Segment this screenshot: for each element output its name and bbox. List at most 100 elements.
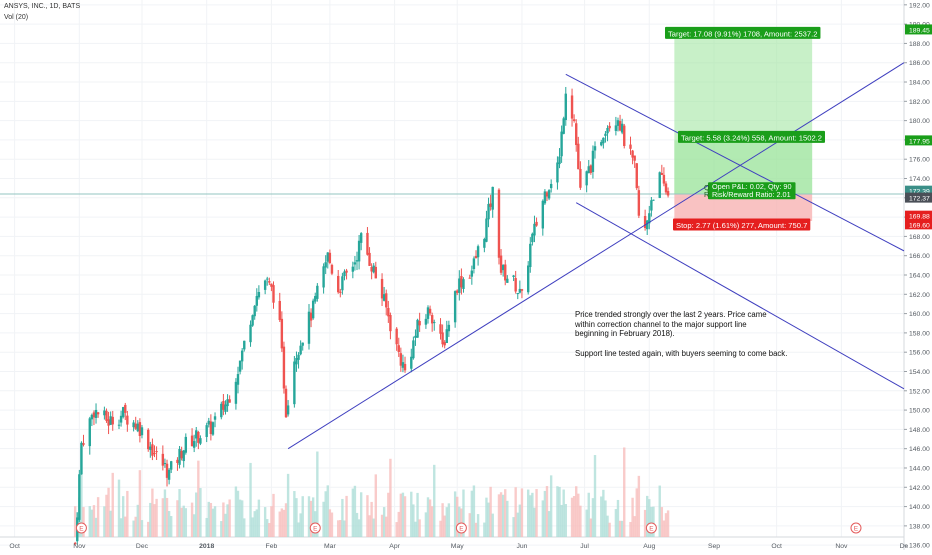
volume-bar	[543, 490, 547, 537]
candle-body	[629, 144, 632, 149]
candle-body	[433, 322, 436, 324]
candle-body	[228, 399, 231, 403]
price-tick-label: 188.00	[909, 41, 930, 48]
volume-bar	[226, 504, 229, 537]
earnings-marker-circle[interactable]	[645, 522, 657, 534]
volume-bar	[650, 506, 653, 537]
volume-bar	[660, 507, 664, 537]
candle-body	[472, 258, 476, 270]
volume-bar	[666, 510, 670, 537]
volume-bar	[443, 515, 446, 537]
target-short-price-tag-bg	[905, 135, 932, 146]
candle-body	[485, 218, 488, 242]
trendline-channel-upper[interactable]	[565, 73, 905, 252]
volume-bar	[119, 518, 123, 537]
open-pl-text: Open P&L: 0.02, Qty: 90	[712, 182, 792, 191]
stop-label-text: Stop: 2.77 (1.61%) 277, Amount: 750.7	[676, 221, 807, 230]
candle-body	[357, 240, 361, 262]
candle-body	[593, 146, 597, 151]
volume-bar	[343, 520, 346, 537]
volume-bar	[387, 492, 390, 537]
candle-body	[324, 262, 327, 268]
volume-bar	[587, 492, 590, 537]
position-labels[interactable]: Target: 17.08 (9.91%) 1708, Amount: 2537…	[665, 26, 825, 231]
volume-bar	[316, 451, 319, 537]
volume-bar	[472, 485, 476, 537]
trendline-layer[interactable]	[287, 62, 905, 450]
candle-body	[359, 233, 363, 243]
time-tick-label: Oct	[771, 543, 782, 550]
candle-body	[111, 416, 114, 425]
candle-body	[257, 292, 261, 298]
price-tick-label: 146.00	[909, 446, 930, 453]
earnings-marker-circle[interactable]	[455, 522, 467, 534]
volume-bar	[648, 499, 651, 537]
candle-body	[428, 308, 432, 314]
volume-bar	[418, 519, 421, 537]
candle-body	[366, 232, 369, 255]
price-tick-label: 184.00	[909, 80, 930, 87]
volume-bar	[424, 512, 428, 537]
time-tick-label: Nov	[835, 543, 848, 550]
analysis-note[interactable]: Price trended strongly over the last 2 y…	[575, 310, 805, 369]
volume-bar	[161, 498, 165, 537]
volume-bar	[263, 507, 267, 537]
volume-bar	[355, 512, 359, 537]
volume-bar	[453, 491, 457, 537]
earnings-marker-circle[interactable]	[309, 522, 321, 534]
candle-body	[631, 150, 634, 158]
volume-bar	[441, 503, 444, 537]
time-tick-label: Aug	[643, 543, 655, 550]
price-axis[interactable]: 136.00 138.00 140.00 142.00 144.00 146.00 148.…	[904, 2, 932, 550]
volume-bar	[575, 486, 578, 537]
trendline-support[interactable]	[287, 62, 905, 450]
time-axis[interactable]: Oct Nov Dec 2018 Feb Mar Apr May Jun Jul Aug Sep Oct…	[9, 543, 908, 550]
candle-body	[562, 118, 565, 134]
stop-label[interactable]: Stop: 2.77 (1.61%) 277, Amount: 750.7	[673, 218, 811, 231]
candle-body	[662, 174, 666, 184]
risk-reward-text: Risk/Reward Ratio: 2.01	[712, 190, 791, 199]
volume-bar	[403, 496, 407, 537]
volume-bar	[643, 509, 647, 537]
candle-body	[195, 430, 198, 439]
candle-body	[447, 324, 451, 332]
volume-indicator-label[interactable]: Vol (20)	[4, 14, 29, 21]
volume-bar	[489, 486, 492, 537]
candle-body	[389, 314, 392, 332]
volume-bar	[602, 489, 605, 537]
candle-body	[176, 459, 179, 463]
candle-body	[397, 345, 400, 353]
earnings-marker-circle[interactable]	[75, 522, 87, 534]
candle-body	[497, 189, 501, 258]
price-tick-label: 168.00	[909, 234, 930, 241]
volume-bar	[147, 521, 150, 537]
candle-body	[234, 381, 238, 404]
candle-body	[518, 288, 522, 293]
volume-bar	[520, 488, 524, 537]
volume-bar	[372, 518, 375, 537]
candle-body	[73, 542, 77, 544]
target-long-label[interactable]: Target: 17.08 (9.91%) 1708, Amount: 2537…	[665, 26, 821, 39]
candle-body	[643, 216, 647, 228]
volume-bar	[249, 462, 252, 537]
volume-bar	[529, 495, 532, 537]
candle-body	[606, 128, 609, 134]
volume-bar	[439, 520, 442, 537]
volume-bar	[266, 519, 269, 537]
volume-bar	[311, 497, 315, 537]
candle-body	[587, 166, 590, 174]
candle-body	[138, 422, 142, 436]
candle-body	[266, 278, 269, 280]
volume-bar	[399, 493, 403, 537]
volume-bar	[190, 502, 194, 537]
volume-bar	[324, 491, 327, 537]
candle-body	[140, 427, 144, 436]
target-long-label-bg	[665, 26, 821, 39]
earnings-marker-circle[interactable]	[850, 522, 862, 534]
trendline-channel-lower[interactable]	[575, 202, 905, 390]
target-short-label[interactable]: Target: 5.58 (3.24%) 558, Amount: 1502.2	[678, 130, 825, 143]
